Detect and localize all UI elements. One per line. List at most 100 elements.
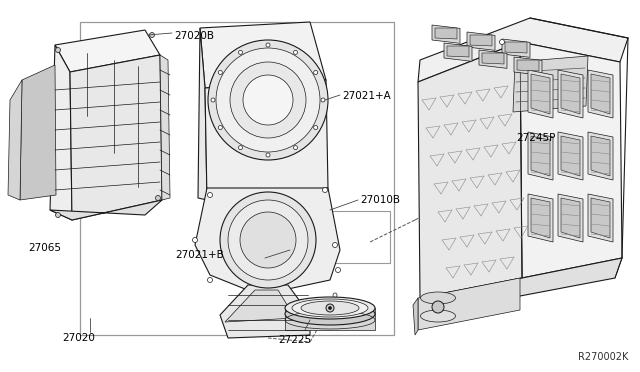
Polygon shape bbox=[447, 46, 469, 57]
Ellipse shape bbox=[285, 297, 375, 319]
Circle shape bbox=[216, 48, 320, 152]
Polygon shape bbox=[500, 32, 595, 58]
Circle shape bbox=[208, 40, 328, 160]
Polygon shape bbox=[498, 38, 512, 115]
Polygon shape bbox=[513, 56, 588, 112]
Polygon shape bbox=[50, 45, 72, 220]
Text: 27020B: 27020B bbox=[174, 31, 214, 41]
Text: 27021+B: 27021+B bbox=[175, 250, 224, 260]
Ellipse shape bbox=[292, 299, 368, 317]
Polygon shape bbox=[528, 194, 553, 242]
Text: 27225: 27225 bbox=[278, 335, 311, 345]
Polygon shape bbox=[510, 52, 595, 115]
Polygon shape bbox=[479, 50, 507, 68]
Polygon shape bbox=[413, 298, 418, 335]
Circle shape bbox=[314, 125, 317, 129]
Circle shape bbox=[328, 307, 332, 310]
Polygon shape bbox=[558, 132, 583, 180]
Circle shape bbox=[294, 50, 298, 54]
Ellipse shape bbox=[301, 301, 359, 315]
Polygon shape bbox=[285, 308, 375, 330]
Circle shape bbox=[243, 75, 293, 125]
Circle shape bbox=[314, 71, 317, 74]
Polygon shape bbox=[470, 35, 492, 46]
Polygon shape bbox=[531, 198, 550, 238]
Circle shape bbox=[240, 212, 296, 268]
Circle shape bbox=[228, 200, 308, 280]
Polygon shape bbox=[505, 42, 527, 53]
Circle shape bbox=[211, 98, 215, 102]
Polygon shape bbox=[8, 80, 22, 200]
Bar bbox=[80, 22, 394, 335]
Circle shape bbox=[56, 48, 61, 52]
Polygon shape bbox=[467, 32, 495, 50]
Circle shape bbox=[150, 32, 154, 38]
Polygon shape bbox=[531, 136, 550, 176]
Polygon shape bbox=[561, 136, 580, 176]
Text: 27065: 27065 bbox=[28, 243, 61, 253]
Circle shape bbox=[432, 301, 444, 313]
Polygon shape bbox=[591, 198, 610, 238]
Circle shape bbox=[499, 39, 504, 45]
Polygon shape bbox=[588, 132, 613, 180]
Circle shape bbox=[239, 50, 243, 54]
Circle shape bbox=[321, 98, 325, 102]
Polygon shape bbox=[520, 42, 622, 278]
Polygon shape bbox=[444, 43, 472, 61]
Ellipse shape bbox=[420, 292, 456, 304]
Circle shape bbox=[193, 237, 198, 243]
Circle shape bbox=[220, 192, 316, 288]
Polygon shape bbox=[418, 258, 622, 315]
Text: 27245P: 27245P bbox=[516, 133, 556, 143]
Polygon shape bbox=[225, 290, 295, 322]
Polygon shape bbox=[528, 132, 553, 180]
Polygon shape bbox=[435, 28, 457, 39]
Text: 27020: 27020 bbox=[62, 333, 95, 343]
Circle shape bbox=[326, 304, 334, 312]
Polygon shape bbox=[482, 53, 504, 64]
Polygon shape bbox=[432, 25, 460, 44]
Polygon shape bbox=[418, 18, 628, 82]
Bar bbox=[314, 211, 390, 263]
Circle shape bbox=[266, 43, 270, 47]
Polygon shape bbox=[50, 200, 162, 220]
Polygon shape bbox=[220, 285, 310, 338]
Polygon shape bbox=[420, 296, 456, 318]
Polygon shape bbox=[200, 22, 326, 88]
Polygon shape bbox=[591, 74, 610, 114]
Circle shape bbox=[218, 71, 222, 74]
Polygon shape bbox=[531, 74, 550, 114]
Circle shape bbox=[333, 243, 337, 247]
Circle shape bbox=[294, 145, 298, 150]
Polygon shape bbox=[160, 55, 170, 200]
Circle shape bbox=[207, 192, 212, 198]
Polygon shape bbox=[561, 198, 580, 238]
Circle shape bbox=[230, 62, 306, 138]
Ellipse shape bbox=[285, 303, 375, 325]
Text: 27010B: 27010B bbox=[360, 195, 400, 205]
Text: R270002K: R270002K bbox=[578, 352, 628, 362]
Polygon shape bbox=[418, 42, 522, 298]
Polygon shape bbox=[195, 188, 340, 295]
Circle shape bbox=[218, 125, 222, 129]
Polygon shape bbox=[502, 39, 530, 57]
Text: 27021+A: 27021+A bbox=[342, 91, 391, 101]
Polygon shape bbox=[588, 194, 613, 242]
Circle shape bbox=[207, 278, 212, 282]
Polygon shape bbox=[514, 57, 542, 76]
Polygon shape bbox=[528, 70, 553, 118]
Polygon shape bbox=[205, 80, 328, 200]
Circle shape bbox=[239, 145, 243, 150]
Polygon shape bbox=[55, 30, 160, 72]
Circle shape bbox=[335, 267, 340, 273]
Polygon shape bbox=[558, 70, 583, 118]
Circle shape bbox=[156, 196, 161, 201]
Ellipse shape bbox=[420, 310, 456, 322]
Circle shape bbox=[333, 293, 337, 297]
Polygon shape bbox=[561, 74, 580, 114]
Polygon shape bbox=[198, 28, 207, 200]
Polygon shape bbox=[70, 55, 162, 220]
Circle shape bbox=[56, 212, 61, 218]
Circle shape bbox=[323, 187, 328, 192]
Polygon shape bbox=[558, 194, 583, 242]
